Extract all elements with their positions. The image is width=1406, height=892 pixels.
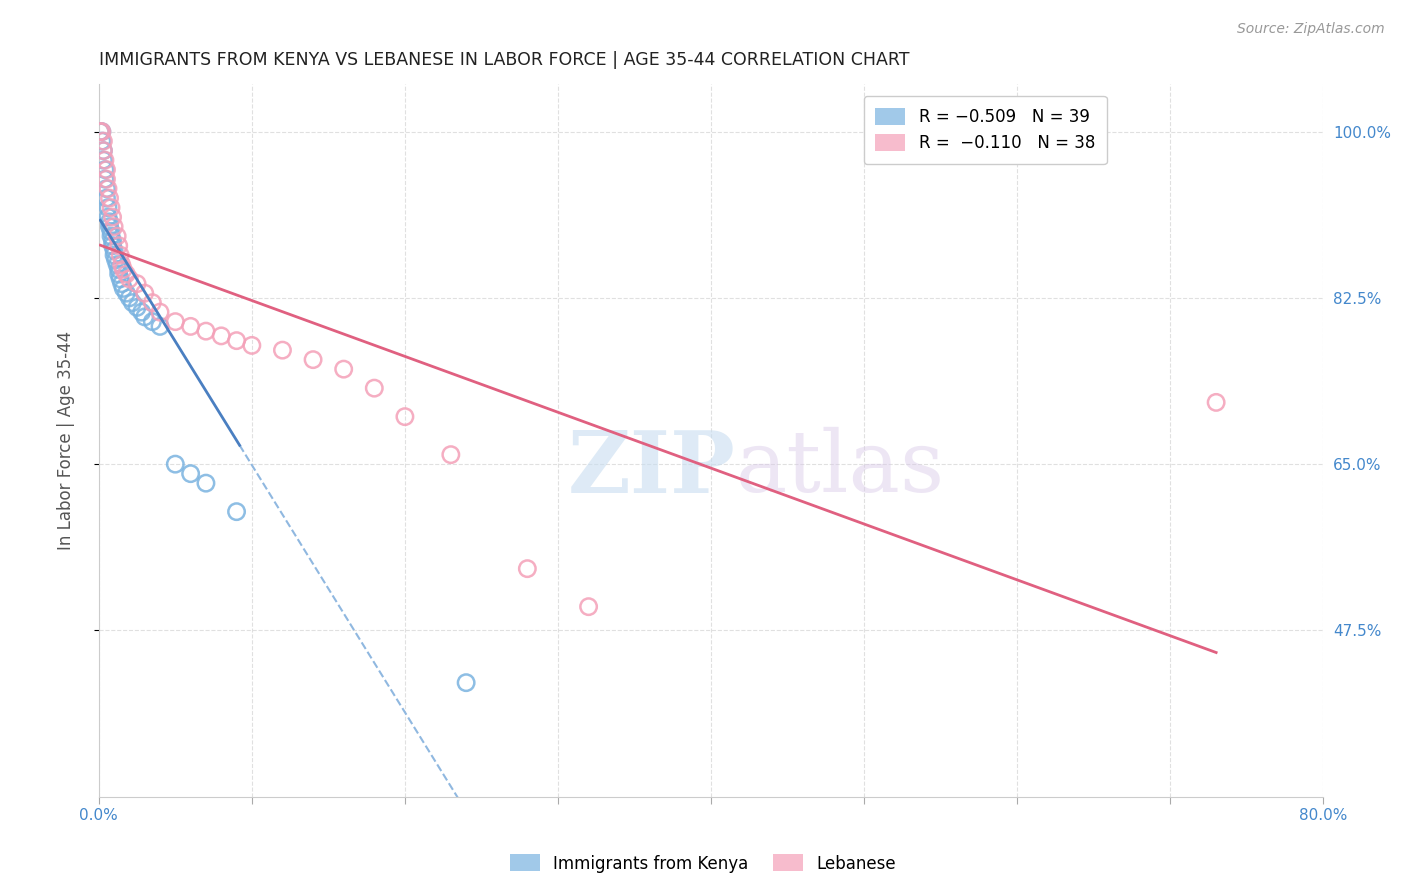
- Point: [134, 286, 156, 301]
- Point: [118, 291, 141, 305]
- Legend: Immigrants from Kenya, Lebanese: Immigrants from Kenya, Lebanese: [503, 847, 903, 880]
- Point: [101, 238, 124, 252]
- Point: [118, 272, 141, 286]
- Point: [394, 409, 416, 424]
- Point: [100, 201, 122, 215]
- Point: [225, 505, 247, 519]
- Point: [165, 457, 187, 471]
- Point: [105, 229, 128, 244]
- Point: [332, 362, 354, 376]
- Point: [194, 324, 217, 338]
- Point: [107, 267, 129, 281]
- Point: [225, 334, 247, 348]
- Point: [165, 315, 187, 329]
- Point: [149, 319, 172, 334]
- Point: [131, 305, 153, 319]
- Point: [1205, 395, 1227, 409]
- Point: [107, 262, 129, 277]
- Point: [93, 134, 115, 148]
- Point: [105, 258, 128, 272]
- Point: [149, 305, 172, 319]
- Point: [107, 238, 129, 252]
- Point: [440, 448, 463, 462]
- Text: ZIP: ZIP: [568, 427, 735, 511]
- Point: [194, 476, 217, 491]
- Point: [121, 295, 143, 310]
- Point: [97, 201, 120, 215]
- Point: [96, 191, 118, 205]
- Point: [115, 267, 138, 281]
- Point: [100, 224, 122, 238]
- Point: [456, 675, 478, 690]
- Point: [302, 352, 325, 367]
- Point: [98, 191, 121, 205]
- Point: [90, 134, 112, 148]
- Point: [115, 286, 138, 301]
- Point: [363, 381, 385, 395]
- Point: [209, 329, 232, 343]
- Point: [94, 153, 117, 168]
- Point: [93, 144, 115, 158]
- Point: [240, 338, 263, 352]
- Point: [97, 181, 120, 195]
- Point: [101, 234, 124, 248]
- Point: [100, 229, 122, 244]
- Point: [112, 262, 135, 277]
- Point: [96, 172, 118, 186]
- Point: [98, 215, 121, 229]
- Point: [89, 125, 111, 139]
- Point: [180, 319, 202, 334]
- Y-axis label: In Labor Force | Age 35-44: In Labor Force | Age 35-44: [58, 331, 75, 550]
- Point: [97, 210, 120, 224]
- Point: [141, 315, 163, 329]
- Point: [96, 181, 118, 195]
- Point: [271, 343, 294, 358]
- Point: [516, 562, 538, 576]
- Point: [578, 599, 600, 614]
- Point: [112, 281, 135, 295]
- Point: [103, 248, 125, 262]
- Text: IMMIGRANTS FROM KENYA VS LEBANESE IN LABOR FORCE | AGE 35-44 CORRELATION CHART: IMMIGRANTS FROM KENYA VS LEBANESE IN LAB…: [98, 51, 910, 69]
- Point: [96, 162, 118, 177]
- Point: [111, 277, 134, 291]
- Point: [90, 125, 112, 139]
- Point: [141, 295, 163, 310]
- Point: [110, 272, 132, 286]
- Point: [98, 219, 121, 234]
- Point: [104, 252, 127, 267]
- Point: [103, 219, 125, 234]
- Point: [134, 310, 156, 324]
- Point: [125, 277, 148, 291]
- Text: atlas: atlas: [735, 427, 945, 510]
- Point: [125, 301, 148, 315]
- Point: [94, 172, 117, 186]
- Text: Source: ZipAtlas.com: Source: ZipAtlas.com: [1237, 22, 1385, 37]
- Point: [103, 244, 125, 258]
- Point: [93, 144, 115, 158]
- Point: [89, 125, 111, 139]
- Point: [94, 162, 117, 177]
- Legend: R = −0.509   N = 39, R =  −0.110   N = 38: R = −0.509 N = 39, R = −0.110 N = 38: [863, 96, 1107, 164]
- Point: [93, 153, 115, 168]
- Point: [90, 125, 112, 139]
- Point: [101, 210, 124, 224]
- Point: [180, 467, 202, 481]
- Point: [111, 258, 134, 272]
- Point: [110, 248, 132, 262]
